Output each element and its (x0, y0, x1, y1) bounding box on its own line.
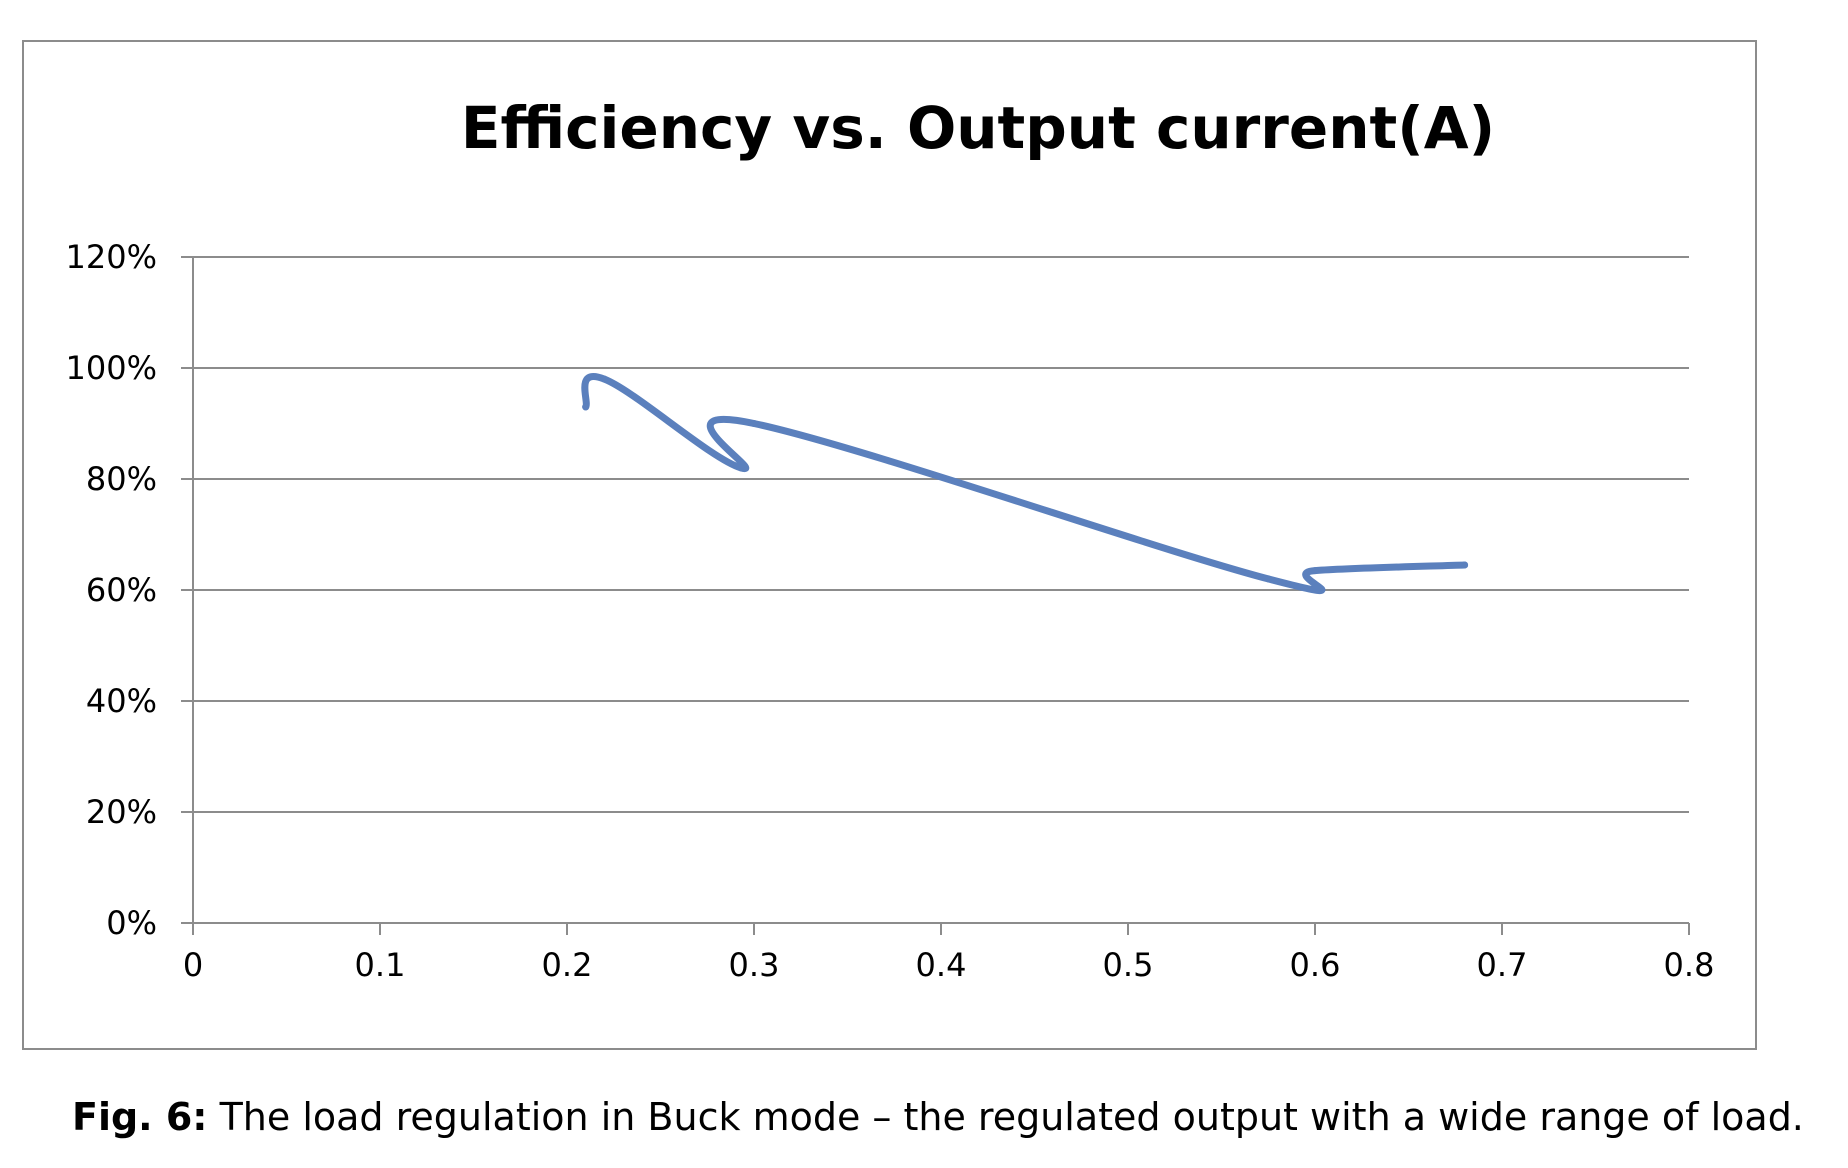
figure-caption: Fig. 6: The load regulation in Buck mode… (72, 1095, 1804, 1139)
y-tick-label: 100% (66, 349, 157, 387)
data-point (600, 375, 608, 383)
x-tick-label: 0.1 (355, 946, 406, 984)
data-point (750, 420, 758, 427)
x-tick-label: 0 (183, 946, 203, 984)
y-tick-label: 80% (86, 460, 157, 498)
x-tick-label: 0.2 (542, 946, 593, 984)
caption-label: Fig. 6: (72, 1095, 208, 1139)
series-layer (581, 373, 1469, 595)
gridlines (193, 256, 1689, 813)
data-point (1461, 561, 1469, 569)
tick-labels: 0% 20% 40% 60% 80% 100% 120% 0 0.1 0.2 0.3 0.4 0.5 0.… (66, 238, 1715, 984)
x-tick-label: 0.6 (1290, 946, 1341, 984)
caption-text: The load regulation in Buck mode – the r… (207, 1095, 1804, 1139)
y-tick-label: 20% (86, 793, 157, 831)
chart-title: Efficiency vs. Output current(A) (461, 94, 1495, 162)
x-tick-label: 0.7 (1477, 946, 1528, 984)
series-line (581, 373, 1469, 595)
data-point (582, 403, 590, 411)
y-tick-label: 40% (86, 682, 157, 720)
data-point (1264, 575, 1272, 583)
chart-frame (22, 40, 1757, 1050)
axes (181, 256, 1690, 935)
x-tick-label: 0.3 (729, 946, 780, 984)
data-point (737, 464, 745, 472)
y-tick-label: 0% (106, 904, 157, 942)
x-tick-label: 0.8 (1664, 946, 1715, 984)
x-tick-label: 0.5 (1103, 946, 1154, 984)
data-point (1311, 567, 1319, 575)
y-tick-label: 120% (66, 238, 157, 276)
y-tick-label: 60% (86, 571, 157, 609)
x-tick-label: 0.4 (916, 946, 967, 984)
